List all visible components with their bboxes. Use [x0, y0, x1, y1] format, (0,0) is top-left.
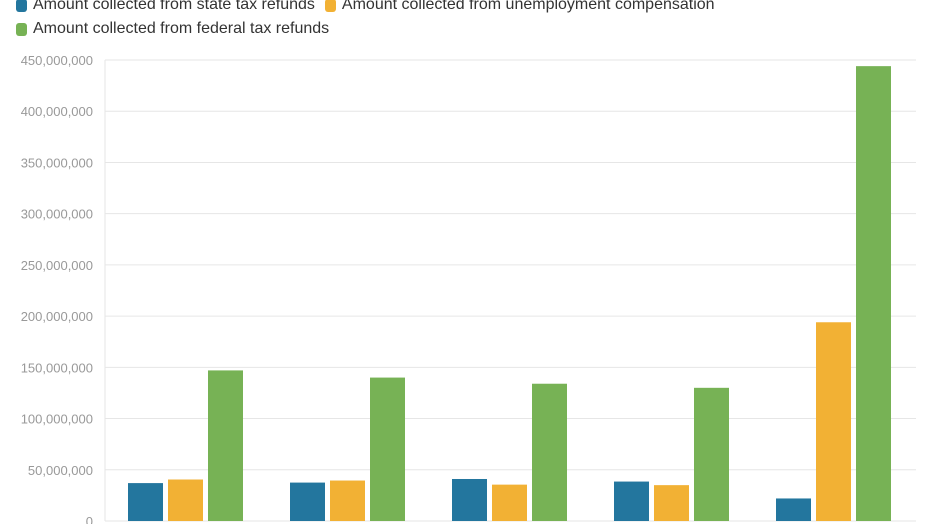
legend-item-federal[interactable]: Amount collected from federal tax refund…: [16, 20, 329, 38]
legend-label-unemployment: Amount collected from unemployment compe…: [341, 0, 715, 13]
y-tick-label: 200,000,000: [21, 309, 93, 324]
y-tick-label: 150,000,000: [21, 360, 93, 375]
bar-state[interactable]: [290, 482, 325, 521]
bar-state[interactable]: [776, 498, 811, 521]
y-tick-label: 300,000,000: [21, 207, 93, 222]
bar-state[interactable]: [128, 483, 163, 521]
bar-unemployment[interactable]: [816, 322, 851, 521]
bar-federal[interactable]: [208, 370, 243, 521]
chart-legend: Amount collected from state tax refunds …: [16, 0, 916, 41]
bar-federal[interactable]: [694, 387, 729, 521]
legend-swatch-federal: [16, 22, 27, 36]
y-tick-label: 0: [86, 514, 93, 524]
legend-item-unemployment[interactable]: Amount collected from unemployment compe…: [324, 0, 715, 14]
legend-swatch-unemployment: [324, 0, 336, 12]
legend-label-federal: Amount collected from federal tax refund…: [33, 20, 330, 37]
bar-unemployment[interactable]: [168, 479, 203, 521]
y-tick-label: 400,000,000: [21, 104, 93, 119]
legend-row-1: Amount collected from state tax refunds …: [16, 0, 916, 17]
y-tick-label: 100,000,000: [21, 412, 93, 427]
y-tick-label: 450,000,000: [21, 53, 93, 68]
legend-label-state: Amount collected from state tax refunds: [33, 0, 315, 13]
bar-federal[interactable]: [370, 377, 405, 521]
legend-item-state[interactable]: Amount collected from state tax refunds: [16, 0, 315, 14]
bar-federal[interactable]: [532, 383, 567, 521]
bar-unemployment[interactable]: [492, 484, 527, 521]
y-tick-label: 250,000,000: [21, 258, 93, 273]
legend-row-2: Amount collected from federal tax refund…: [16, 17, 916, 41]
bar-state[interactable]: [452, 478, 487, 521]
y-tick-label: 50,000,000: [28, 463, 93, 478]
bar-unemployment[interactable]: [654, 485, 689, 521]
bar-unemployment[interactable]: [330, 480, 365, 521]
bar-federal[interactable]: [856, 66, 891, 521]
y-tick-label: 350,000,000: [21, 155, 93, 170]
legend-swatch-state: [16, 0, 27, 12]
bar-state[interactable]: [614, 481, 649, 521]
